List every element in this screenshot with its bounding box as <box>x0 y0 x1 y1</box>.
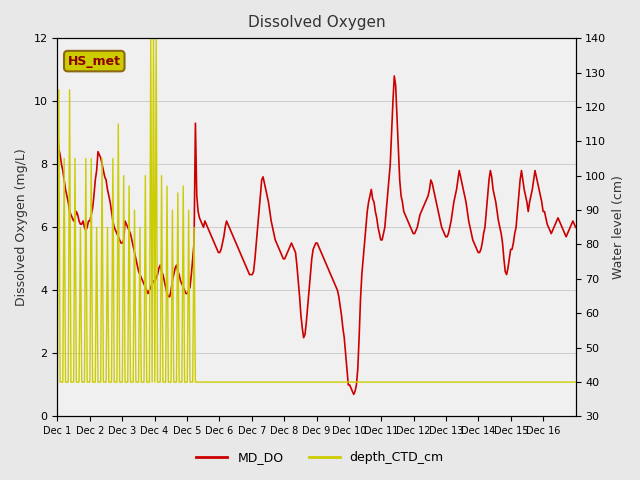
Legend: MD_DO, depth_CTD_cm: MD_DO, depth_CTD_cm <box>191 446 449 469</box>
Title: Dissolved Oxygen: Dissolved Oxygen <box>248 15 385 30</box>
Y-axis label: Dissolved Oxygen (mg/L): Dissolved Oxygen (mg/L) <box>15 148 28 306</box>
Y-axis label: Water level (cm): Water level (cm) <box>612 175 625 279</box>
Text: HS_met: HS_met <box>68 55 121 68</box>
